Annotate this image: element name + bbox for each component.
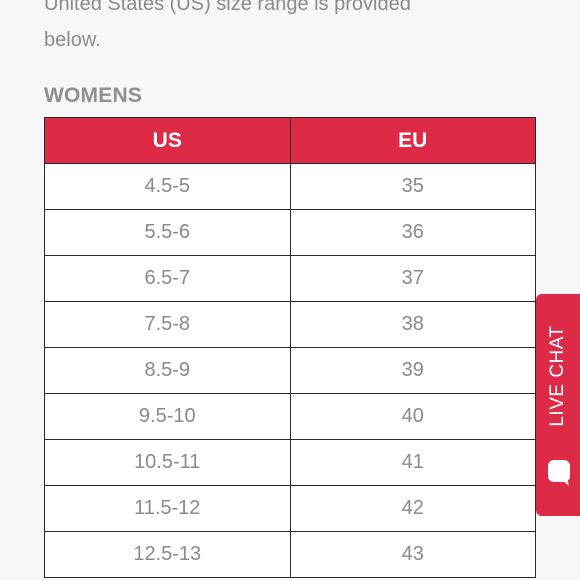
cell-eu: 35: [289, 163, 536, 210]
cell-eu: 41: [289, 439, 536, 486]
cell-us: 11.5-12: [44, 485, 291, 532]
intro-line-2: below.: [44, 29, 101, 51]
header-us: US: [44, 117, 291, 164]
table-row: 6.5-7 37: [44, 255, 536, 302]
size-chart-table: US EU 4.5-5 35 5.5-6 36 6.5-7 37 7.5-8 3…: [44, 117, 536, 578]
table-row: 5.5-6 36: [44, 209, 536, 256]
table-header-row: US EU: [44, 117, 536, 164]
cell-eu: 40: [289, 393, 536, 440]
cell-us: 4.5-5: [44, 163, 291, 210]
cell-us: 8.5-9: [44, 347, 291, 394]
cell-eu: 43: [289, 531, 536, 578]
live-chat-label: LIVE CHAT: [547, 325, 568, 427]
table-row: 10.5-11 41: [44, 439, 536, 486]
section-title: WOMENS: [44, 84, 143, 107]
table-row: 4.5-5 35: [44, 163, 536, 210]
table-row: 12.5-13 43: [44, 531, 536, 578]
cell-us: 10.5-11: [44, 439, 291, 486]
cell-eu: 42: [289, 485, 536, 532]
cell-us: 5.5-6: [44, 209, 291, 256]
intro-line-1: United States (US) size range is provide…: [44, 0, 411, 15]
cell-eu: 36: [289, 209, 536, 256]
intro-text: United States (US) size range is provide…: [44, 0, 514, 58]
table-row: 9.5-10 40: [44, 393, 536, 440]
cell-eu: 38: [289, 301, 536, 348]
cell-us: 7.5-8: [44, 301, 291, 348]
live-chat-button[interactable]: LIVE CHAT: [536, 294, 580, 516]
cell-us: 6.5-7: [44, 255, 291, 302]
header-eu: EU: [289, 117, 536, 164]
cell-us: 12.5-13: [44, 531, 291, 578]
table-row: 8.5-9 39: [44, 347, 536, 394]
table-row: 11.5-12 42: [44, 485, 536, 532]
cell-eu: 37: [289, 255, 536, 302]
cell-eu: 39: [289, 347, 536, 394]
chat-bubble-icon: [548, 460, 570, 486]
cell-us: 9.5-10: [44, 393, 291, 440]
table-row: 7.5-8 38: [44, 301, 536, 348]
